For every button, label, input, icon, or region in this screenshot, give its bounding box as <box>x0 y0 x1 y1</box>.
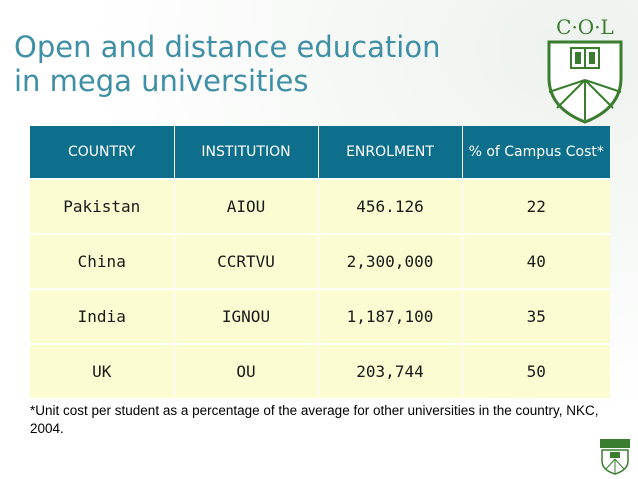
header-institution: INSTITUTION <box>174 126 319 179</box>
logo-text: C·O·L <box>556 15 614 39</box>
cell-institution: AIOU <box>174 178 319 234</box>
cell-enrolment: 2,300,000 <box>318 233 463 289</box>
mega-universities-table: COUNTRY INSTITUTION ENROLMENT % of Campu… <box>30 126 610 398</box>
cell-country: India <box>30 288 175 344</box>
cell-enrolment: 203,744 <box>318 343 463 398</box>
header-country: COUNTRY <box>30 126 175 179</box>
cell-country: UK <box>30 343 175 398</box>
cell-campus-cost: 50 <box>462 343 610 398</box>
cell-enrolment: 456.126 <box>318 178 463 234</box>
table-row: Pakistan AIOU 456.126 22 <box>30 178 610 234</box>
cell-institution: IGNOU <box>174 288 319 344</box>
cell-campus-cost: 35 <box>462 288 610 344</box>
cell-country: Pakistan <box>30 178 175 234</box>
cell-country: China <box>30 233 175 289</box>
table-row: UK OU 203,744 50 <box>30 343 610 398</box>
cell-enrolment: 1,187,100 <box>318 288 463 344</box>
cell-campus-cost: 22 <box>462 178 610 234</box>
table-header-row: COUNTRY INSTITUTION ENROLMENT % of Campu… <box>30 126 610 179</box>
cell-institution: OU <box>174 343 319 398</box>
col-shield-logo-icon: C·O·L <box>547 15 623 124</box>
header-enrolment: ENROLMENT <box>318 126 463 179</box>
header-campus-cost: % of Campus Cost* <box>462 126 610 179</box>
col-small-logo-icon <box>600 439 630 475</box>
cell-institution: CCRTVU <box>174 233 319 289</box>
title-line-2: in mega universities <box>14 64 309 98</box>
title-line-1: Open and distance education <box>14 30 441 64</box>
cell-campus-cost: 40 <box>462 233 610 289</box>
table-row: China CCRTVU 2,300,000 40 <box>30 233 610 289</box>
footnote: *Unit cost per student as a percentage o… <box>30 403 599 436</box>
table-row: India IGNOU 1,187,100 35 <box>30 288 610 344</box>
page-title: Open and distance education in mega univ… <box>14 30 484 98</box>
